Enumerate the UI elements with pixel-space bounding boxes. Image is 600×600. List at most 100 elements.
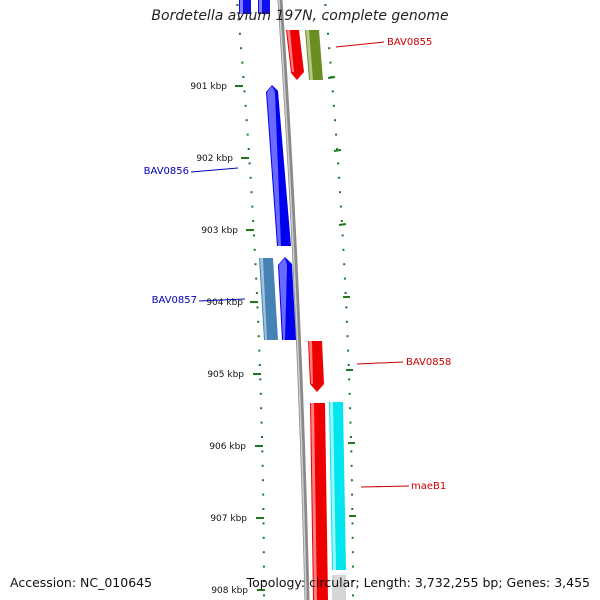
minor-tick-dot — [351, 508, 354, 510]
minor-tick-dot — [241, 61, 244, 64]
gene-bav0858[interactable] — [308, 341, 324, 392]
tick-907: 907 kbp — [210, 514, 264, 524]
minor-tick-dot — [262, 493, 265, 496]
gene-label-maeB1[interactable]: maeB1 — [411, 481, 446, 492]
minor-tick-dot — [328, 47, 331, 50]
minor-tick-dot — [331, 90, 334, 93]
minor-tick-dot — [348, 378, 351, 381]
minor-tick-dot — [257, 335, 260, 338]
gene-maeB1-red[interactable] — [310, 403, 328, 600]
minor-tick-dot — [335, 133, 338, 136]
minor-tick-dot — [258, 349, 261, 352]
minor-tick-dot — [243, 90, 246, 93]
tick-906: 906 kbp — [209, 442, 263, 452]
tick-label-907: 907 kbp — [210, 514, 247, 524]
minor-tick-dot — [325, 18, 328, 21]
minor-tick-dot — [255, 292, 258, 294]
minor-tick-dot — [261, 479, 264, 482]
accession-text: Accession: NC_010645 — [10, 575, 153, 590]
minor-tick-dot — [236, 4, 239, 6]
gene-label-bav0857[interactable]: BAV0857 — [152, 295, 197, 306]
outer-tick-ring — [324, 4, 354, 597]
gene-maeB1-cyan[interactable] — [329, 402, 346, 570]
minor-tick-dot — [350, 450, 353, 453]
minor-tick-dot — [262, 565, 265, 568]
minor-tick-dot — [324, 4, 327, 6]
minor-tick-dot — [338, 176, 341, 179]
tick-label-905: 905 kbp — [207, 370, 244, 380]
minor-tick-dot — [260, 407, 263, 410]
minor-tick-dot — [249, 176, 252, 179]
minor-tick-dot — [261, 450, 264, 453]
minor-tick-dot — [346, 335, 349, 338]
tick-label-901: 901 kbp — [190, 82, 227, 92]
minor-tick-dot — [342, 248, 345, 251]
tick-label-906: 906 kbp — [209, 442, 246, 452]
minor-tick-dot — [350, 479, 353, 482]
gene-label-bav0856[interactable]: BAV0856 — [144, 166, 189, 177]
minor-tick-dot — [327, 32, 329, 35]
gene-bav0857-steelblue[interactable] — [259, 258, 278, 340]
minor-tick-dot — [257, 320, 260, 323]
minor-tick-dot — [347, 349, 350, 352]
gene-label-bav0855[interactable]: BAV0855 — [387, 37, 432, 48]
gene-bav0857-blue[interactable] — [278, 257, 296, 340]
minor-tick-dot — [261, 436, 263, 438]
gene-bav0855-red[interactable] — [286, 30, 304, 80]
gene-bottom-gray[interactable] — [332, 575, 346, 600]
tick-902: 902 kbp — [196, 154, 249, 164]
minor-tick-dot — [237, 18, 240, 21]
summary-text: Topology: circular; Length: 3,732,255 bp… — [246, 575, 590, 590]
minor-tick-dot — [349, 436, 352, 438]
minor-tick-dot — [329, 61, 332, 64]
leader-bav0857 — [198, 298, 246, 302]
minor-tick-dot — [351, 551, 354, 554]
minor-tick-dot — [345, 320, 348, 323]
minor-tick-dot — [339, 205, 342, 208]
minor-tick-dot — [351, 565, 354, 568]
minor-tick-dot — [348, 392, 351, 395]
minor-tick-dot — [263, 580, 265, 582]
outer-minor-ticks — [327, 76, 356, 517]
minor-tick-dot — [256, 306, 259, 309]
minor-tick-dot — [339, 191, 341, 194]
tick-label-903: 903 kbp — [201, 226, 238, 236]
map-title: Bordetella avium 197N, complete genome — [151, 8, 449, 24]
minor-tick-dot — [337, 162, 340, 165]
tick-901: 901 kbp — [190, 82, 243, 92]
minor-tick-dot — [334, 119, 336, 122]
minor-tick-dot — [343, 263, 346, 266]
minor-tick-dot — [255, 277, 258, 280]
minor-tick-dot — [352, 594, 354, 597]
minor-tick-dot — [351, 536, 354, 539]
minor-tick-dot — [344, 292, 347, 294]
gene-label-bav0858[interactable]: BAV0858 — [406, 357, 451, 368]
minor-tick-dot — [248, 162, 251, 165]
minor-tick-dot — [246, 133, 249, 136]
gene-bav0856[interactable] — [266, 85, 291, 246]
minor-tick-dot — [254, 263, 257, 266]
leader-maeB1 — [360, 485, 410, 488]
minor-tick-dot — [260, 421, 263, 424]
minor-tick-dot — [351, 493, 354, 496]
tick-904: 904 kbp — [206, 298, 258, 308]
minor-tick-dot — [247, 148, 250, 150]
minor-tick-dot — [238, 32, 241, 35]
tick-label-908: 908 kbp — [211, 586, 248, 596]
minor-tick-dot — [259, 392, 262, 395]
gene-bav0855-olive[interactable] — [305, 30, 323, 80]
genome-backbone — [277, 0, 310, 600]
minor-tick-dot — [253, 248, 256, 251]
minor-tick-dot — [340, 220, 343, 222]
minor-tick-dot — [240, 47, 243, 50]
minor-tick-dot — [349, 421, 352, 424]
minor-tick-dot — [252, 220, 255, 222]
minor-tick-dot — [345, 306, 348, 309]
gene-top-left-blue[interactable] — [239, 0, 270, 14]
minor-tick-dot — [251, 205, 254, 208]
minor-tick-dot — [258, 364, 261, 366]
minor-tick-dot — [336, 148, 339, 150]
tick-label-902: 902 kbp — [196, 154, 233, 164]
tick-903: 903 kbp — [201, 226, 254, 236]
leader-bav0858 — [356, 361, 404, 365]
